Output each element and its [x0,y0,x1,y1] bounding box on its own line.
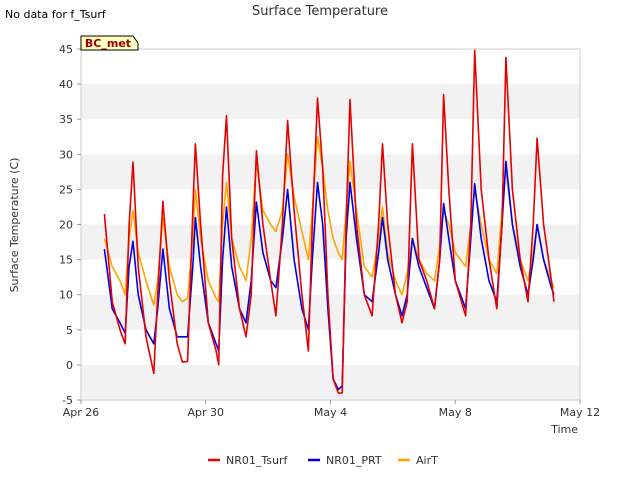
legend-label: NR01_Tsurf [226,454,288,467]
y-tick-label: 15 [59,254,73,267]
legend-label: AirT [416,454,438,467]
badge: BC_met [80,35,139,51]
y-axis-label: Surface Temperature (C) [8,158,21,293]
grid-band [81,364,580,400]
y-axis: -5 0 5 10 15 20 25 30 35 40 45 [59,43,81,407]
chart-title: Surface Temperature [252,4,388,19]
y-tick-label: 40 [59,78,73,91]
series-lines [103,49,555,394]
x-tick-label: May 4 [314,406,347,419]
badge-label: BC_met [85,37,131,50]
x-axis-label: Time [550,423,578,436]
y-tick-label: 10 [59,289,73,302]
series-line-nr01-tsurf [103,49,555,394]
grid-band [81,224,580,260]
x-tick-label: Apr 26 [63,406,100,419]
grid-band [81,189,580,225]
y-tick-label: 25 [59,183,73,196]
series-line-nr01-prt [103,160,555,391]
x-tick-label: May 8 [439,406,472,419]
y-tick-label: 0 [66,359,73,372]
y-tick-label: 20 [59,219,73,232]
grid-band [81,49,580,85]
legend: NR01_Tsurf NR01_PRT AirT [208,454,438,467]
y-tick-label: 5 [66,324,73,337]
legend-label: NR01_PRT [326,454,382,467]
grid-band [81,154,580,190]
y-tick-label: -5 [62,394,73,407]
no-data-note: No data for f_Tsurf [5,8,106,21]
x-tick-label: Apr 30 [187,406,224,419]
x-axis: Apr 26 Apr 30 May 4 May 8 May 12 [63,400,600,419]
grid-band [81,119,580,155]
y-tick-label: 35 [59,113,73,126]
y-tick-label: 45 [59,43,73,56]
x-tick-label: May 12 [560,406,600,419]
grid-band [81,84,580,120]
y-tick-label: 30 [59,148,73,161]
